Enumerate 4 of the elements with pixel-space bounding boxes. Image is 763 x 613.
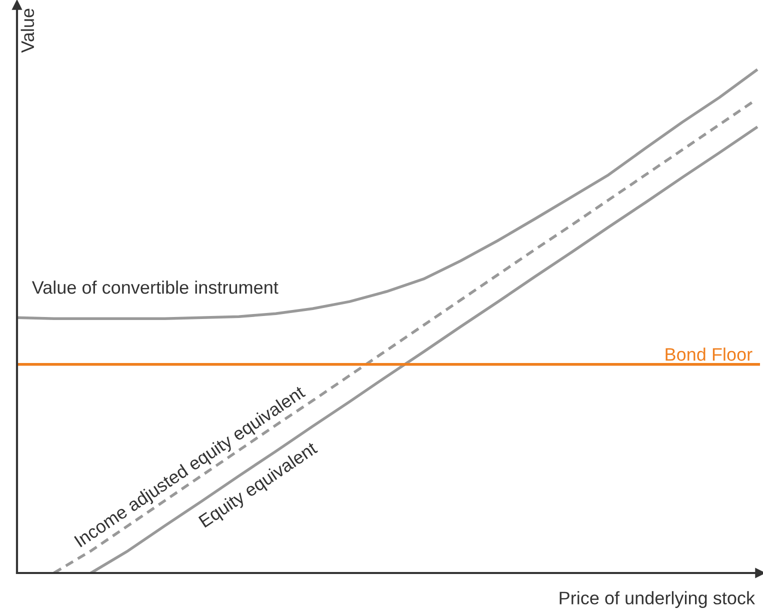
ref-line-label: Bond Floor xyxy=(666,348,752,361)
x-axis-title: Price of underlying stock xyxy=(560,591,756,608)
annotation: Value of convertible instrument xyxy=(32,280,278,294)
y-axis-title: Value xyxy=(20,8,34,53)
